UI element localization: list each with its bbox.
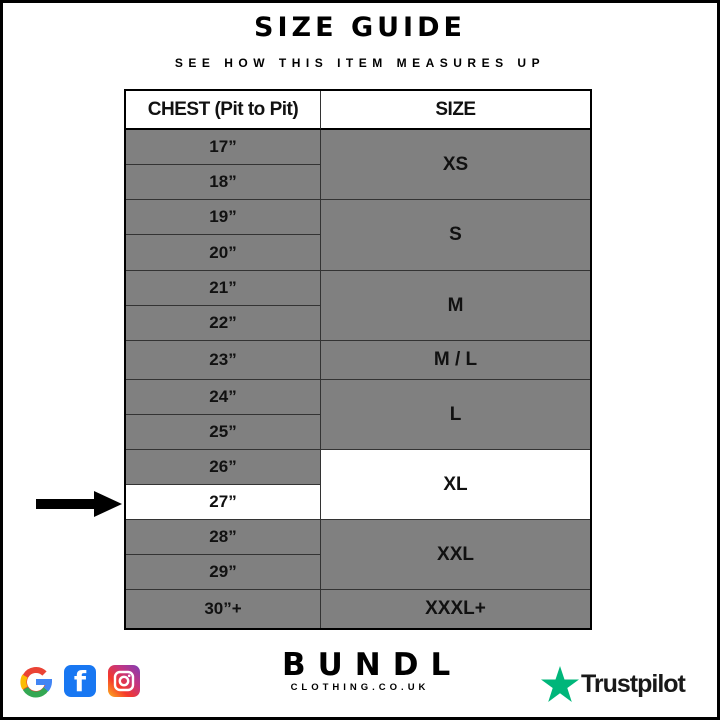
social-icons: f — [20, 665, 140, 699]
chest-cell: 25” — [126, 415, 321, 450]
size-table: CHEST (Pit to Pit) SIZE 17” 18” 19” 20” 21” 2… — [124, 89, 592, 630]
chest-cell: 29” — [126, 555, 321, 590]
trustpilot-star-icon — [541, 666, 579, 702]
chest-cell: 26” — [126, 450, 321, 485]
chest-cell: 22” — [126, 306, 321, 341]
brand-name: BUNDL — [282, 647, 463, 683]
chest-cell: 28” — [126, 520, 321, 555]
chest-cell: 20” — [126, 235, 321, 271]
google-icon[interactable] — [20, 665, 52, 699]
size-cell: XS — [321, 130, 590, 200]
size-cell: XXXL+ — [425, 598, 486, 619]
chest-cell: 19” — [126, 200, 321, 235]
size-cell: M / L — [321, 341, 590, 380]
brand-logo: BUNDL CLOTHING.CO.UK — [270, 648, 450, 693]
arrow-right-icon — [36, 491, 122, 517]
trustpilot-label: Trustpilot — [581, 669, 686, 698]
size-cell: M — [321, 271, 590, 341]
chest-cell: 18” — [126, 165, 321, 200]
facebook-icon[interactable]: f — [64, 665, 96, 698]
chest-cell: 27” — [126, 485, 321, 520]
chest-cell: 17” — [126, 130, 321, 165]
chest-cell: 24” — [126, 380, 321, 415]
chest-cell: 30”+ — [126, 590, 321, 628]
trustpilot-logo[interactable]: Trustpilot — [541, 666, 686, 702]
chest-cell: 21” — [126, 271, 321, 306]
size-cell: XL — [321, 450, 590, 520]
page-subtitle: SEE HOW THIS ITEM MEASURES UP — [174, 56, 546, 70]
chest-cell: 23” — [126, 341, 321, 380]
size-cell: L — [321, 380, 590, 450]
header-size: SIZE — [321, 91, 590, 130]
header-chest: CHEST (Pit to Pit) — [126, 91, 321, 130]
size-cell: XXL — [321, 520, 590, 590]
instagram-icon[interactable] — [108, 665, 140, 697]
size-cell: S — [321, 200, 590, 271]
brand-url: CLOTHING.CO.UK — [290, 682, 430, 693]
page-title: SIZE GUIDE — [254, 12, 466, 43]
